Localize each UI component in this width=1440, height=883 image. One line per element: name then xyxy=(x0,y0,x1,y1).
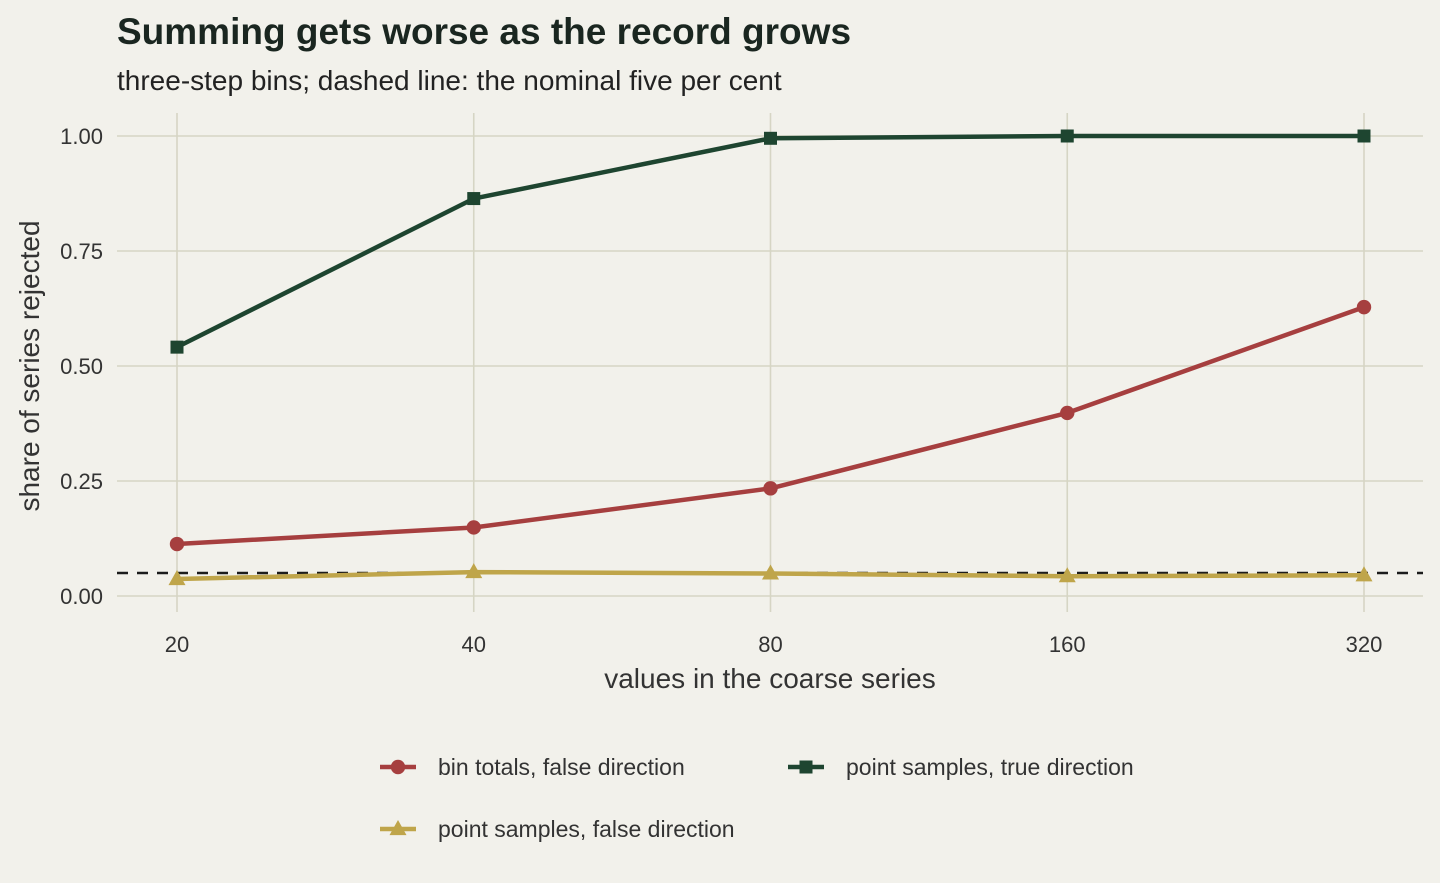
data-point xyxy=(467,192,481,206)
series-triangle xyxy=(168,563,1373,586)
y-tick-label: 1.00 xyxy=(60,124,103,149)
series-group xyxy=(168,129,1373,586)
data-point xyxy=(169,536,185,552)
series-circle xyxy=(169,299,1372,552)
data-point xyxy=(1058,567,1076,583)
legend: bin totals, false direction point samples… xyxy=(380,754,1134,842)
data-point xyxy=(1060,405,1075,421)
x-tick-label: 320 xyxy=(1346,632,1383,657)
tick-labels: 0.00 0.25 0.50 0.75 1.00 20 40 80 160 320 xyxy=(60,124,1382,657)
data-point xyxy=(170,340,184,354)
x-tick-label: 40 xyxy=(462,632,486,657)
y-tick-label: 0.50 xyxy=(60,354,103,379)
y-tick-label: 0.75 xyxy=(60,239,103,264)
x-tick-label: 20 xyxy=(165,632,189,657)
legend-marker xyxy=(389,820,407,836)
data-point xyxy=(1355,566,1373,582)
data-point xyxy=(1356,299,1372,315)
legend-label: point samples, false direction xyxy=(438,816,735,842)
data-point xyxy=(762,564,779,580)
legend-marker xyxy=(799,760,813,774)
x-tick-label: 160 xyxy=(1049,632,1086,657)
data-point xyxy=(466,520,481,535)
series-square xyxy=(170,129,1371,354)
x-axis-label: values in the coarse series xyxy=(604,663,936,694)
y-axis-label: share of series rejected xyxy=(14,220,45,511)
data-point xyxy=(764,131,777,145)
data-point xyxy=(1357,129,1371,143)
data-point xyxy=(1060,129,1074,143)
legend-item: bin totals, false direction xyxy=(380,754,685,780)
data-point xyxy=(465,563,483,579)
y-tick-label: 0.25 xyxy=(60,469,103,494)
x-tick-label: 80 xyxy=(758,632,782,657)
legend-item: point samples, false direction xyxy=(380,816,735,842)
legend-item: point samples, true direction xyxy=(788,754,1134,780)
data-point xyxy=(763,481,778,496)
legend-label: point samples, true direction xyxy=(846,754,1134,780)
legend-label: bin totals, false direction xyxy=(438,754,685,780)
chart-subtitle: three-step bins; dashed line: the nomina… xyxy=(117,65,782,96)
legend-marker xyxy=(390,759,406,775)
chart-title: Summing gets worse as the record grows xyxy=(117,11,851,52)
data-point xyxy=(168,569,186,586)
y-tick-label: 0.00 xyxy=(60,584,103,609)
